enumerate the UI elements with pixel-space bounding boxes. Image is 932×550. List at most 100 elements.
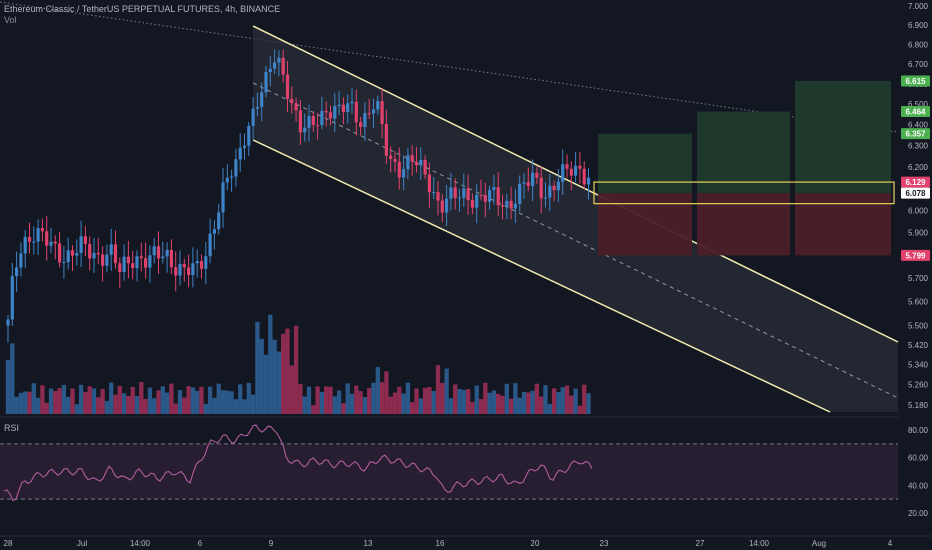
candle-body[interactable] [509,200,513,209]
candle-body[interactable] [101,254,105,266]
candle-body[interactable] [113,244,118,264]
candle-body[interactable] [586,177,591,185]
candle-body[interactable] [389,155,393,159]
profit-zone-1[interactable] [598,133,692,194]
channel-upper-line[interactable] [252,25,899,343]
candle-body[interactable] [513,203,517,209]
candle-body[interactable] [539,177,543,199]
candle-body[interactable] [333,106,337,119]
candle-body[interactable] [354,101,358,123]
candle-body[interactable] [548,185,552,198]
candle-body[interactable] [169,249,173,268]
candle-body[interactable] [10,276,14,320]
candle-body[interactable] [350,101,354,104]
candle-body[interactable] [165,249,169,257]
candle-body[interactable] [500,205,505,207]
candle-body[interactable] [397,161,401,178]
rsi-pane[interactable] [0,416,898,502]
candle-body[interactable] [161,256,165,259]
candle-body[interactable] [346,103,350,113]
candle-body[interactable] [277,57,281,63]
price-label-badge[interactable] [901,176,930,188]
candle-body[interactable] [492,187,496,191]
candle-body[interactable] [582,168,586,185]
candle-body[interactable] [105,254,109,266]
candle-body[interactable] [66,250,70,263]
candle-body[interactable] [526,182,530,187]
candle-body[interactable] [367,113,371,115]
profit-zone-2[interactable] [697,111,790,194]
candle-body[interactable] [328,112,333,119]
candle-body[interactable] [234,159,238,177]
candle-body[interactable] [242,145,247,148]
candle-body[interactable] [466,188,470,200]
candle-body[interactable] [49,241,53,246]
candle-body[interactable] [75,252,79,256]
candle-body[interactable] [543,197,548,199]
candle-body[interactable] [436,192,440,201]
candle-body[interactable] [221,182,225,213]
price-axis[interactable]: 5.1805.2605.3405.4205.5005.6005.7005.800… [901,2,930,518]
candle-body[interactable] [518,183,522,204]
candle-body[interactable] [96,252,100,255]
candle-body[interactable] [376,101,380,110]
candle-body[interactable] [479,194,483,196]
candle-body[interactable] [255,106,259,109]
candle-body[interactable] [92,252,96,259]
candle-body[interactable] [462,188,466,198]
candle-body[interactable] [195,261,199,264]
candle-body[interactable] [135,256,139,269]
candle-body[interactable] [556,181,560,191]
price-label-badge[interactable] [901,75,930,87]
candle-body[interactable] [445,198,449,213]
price-label-badge[interactable] [901,187,930,199]
candle-body[interactable] [40,228,44,232]
candle-body[interactable] [311,116,315,126]
candle-body[interactable] [58,243,62,263]
candle-body[interactable] [182,263,186,268]
candle-body[interactable] [199,261,204,269]
profit-zone-3[interactable] [795,80,891,194]
candle-body[interactable] [470,199,474,208]
loss-zone-1[interactable] [598,193,692,256]
candle-body[interactable] [109,244,113,255]
candle-body[interactable] [453,187,457,199]
candle-body[interactable] [62,262,66,264]
candle-body[interactable] [126,256,130,264]
candle-body[interactable] [264,72,268,93]
candle-body[interactable] [45,231,49,246]
rsi-line[interactable] [3,424,593,502]
candle-body[interactable] [139,256,143,259]
candle-body[interactable] [238,147,242,160]
candle-body[interactable] [19,253,23,268]
candle-body[interactable] [337,104,341,107]
candle-body[interactable] [423,159,427,175]
candle-body[interactable] [148,255,152,268]
candle-body[interactable] [152,246,156,256]
candle-body[interactable] [88,243,92,259]
candle-body[interactable] [156,246,161,259]
candle-body[interactable] [406,155,410,170]
candle-body[interactable] [285,74,290,99]
price-pane[interactable] [0,1,899,413]
candle-body[interactable] [247,126,251,146]
candle-body[interactable] [225,177,229,183]
time-axis[interactable]: 28 Jul 14:00 6 9 13 16 20 23 27 14:00 Aug 4 [0,535,932,548]
candle-body[interactable] [32,241,36,243]
candle-body[interactable] [79,236,83,253]
candle-body[interactable] [131,263,135,269]
channel-lower-line[interactable] [252,139,831,413]
candle-body[interactable] [268,68,272,73]
candle-body[interactable] [324,110,328,113]
candle-body[interactable] [316,125,320,127]
candle-body[interactable] [320,110,324,126]
candle-body[interactable] [578,165,582,169]
candle-body[interactable] [23,236,27,254]
price-label-badge[interactable] [901,249,930,261]
candle-body[interactable] [281,57,285,75]
candle-body[interactable] [440,200,444,213]
candle-body[interactable] [144,258,148,268]
candle-body[interactable] [174,267,178,276]
candle-body[interactable] [251,108,255,127]
candle-body[interactable] [260,92,264,107]
